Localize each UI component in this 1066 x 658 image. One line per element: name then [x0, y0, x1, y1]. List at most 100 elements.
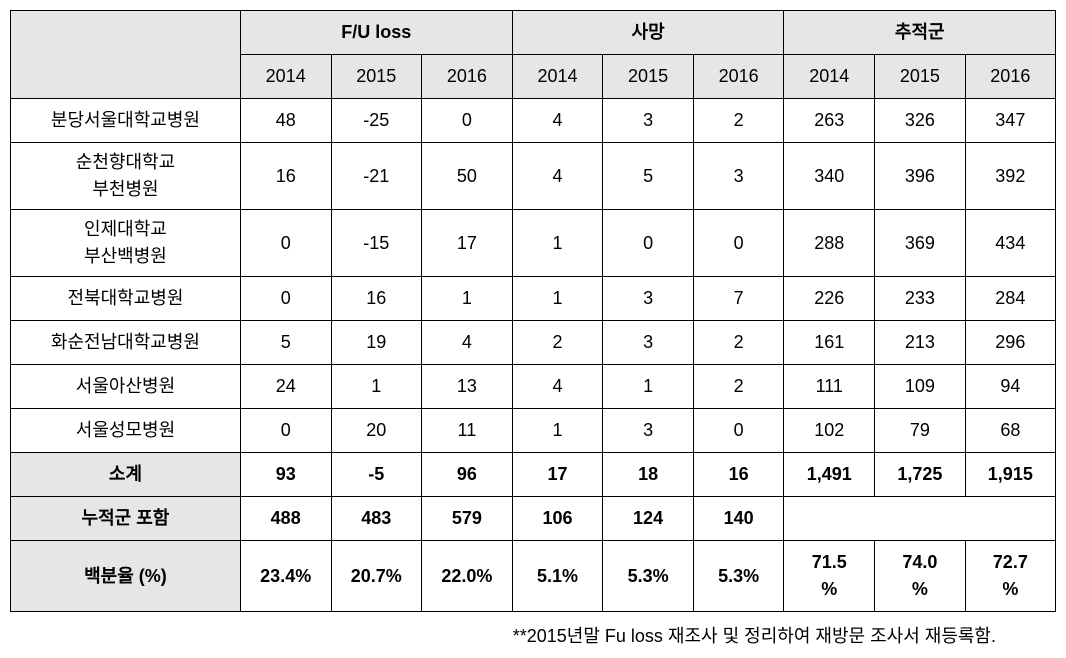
- row-label: 인제대학교부산백병원: [11, 210, 241, 277]
- year-header: 2016: [422, 55, 513, 99]
- table-cell: 0: [693, 210, 784, 277]
- table-cell: 16: [240, 143, 331, 210]
- table-cell: 263: [784, 99, 875, 143]
- table-cell: 93: [240, 453, 331, 497]
- table-cell: 347: [965, 99, 1055, 143]
- row-label: 순천향대학교부천병원: [11, 143, 241, 210]
- table-row: 서울아산병원 24 1 13 4 1 2 111 109 94: [11, 365, 1056, 409]
- table-cell: 79: [875, 409, 966, 453]
- table-cell: 1,725: [875, 453, 966, 497]
- table-cell: 0: [240, 277, 331, 321]
- table-cell: 68: [965, 409, 1055, 453]
- corner-cell: [11, 11, 241, 99]
- table-cell: 3: [693, 143, 784, 210]
- table-cell: 94: [965, 365, 1055, 409]
- table-cell: 111: [784, 365, 875, 409]
- table-cell: 392: [965, 143, 1055, 210]
- table-cell: 5.3%: [603, 541, 694, 612]
- table-cell: 20: [331, 409, 422, 453]
- table-cell: 288: [784, 210, 875, 277]
- table-cell: 20.7%: [331, 541, 422, 612]
- table-cell: 18: [603, 453, 694, 497]
- table-cell: 50: [422, 143, 513, 210]
- table-cell: 161: [784, 321, 875, 365]
- table-cell: 1: [512, 210, 603, 277]
- table-cell: 326: [875, 99, 966, 143]
- table-row: 서울성모병원 0 20 11 1 3 0 102 79 68: [11, 409, 1056, 453]
- year-header: 2016: [693, 55, 784, 99]
- table-row: 분당서울대학교병원 48 -25 0 4 3 2 263 326 347: [11, 99, 1056, 143]
- table-cell: 7: [693, 277, 784, 321]
- subtotal-label: 소계: [11, 453, 241, 497]
- table-cell: 434: [965, 210, 1055, 277]
- table-cell: 109: [875, 365, 966, 409]
- table-cell: 5: [240, 321, 331, 365]
- table-body: 분당서울대학교병원 48 -25 0 4 3 2 263 326 347 순천향…: [11, 99, 1056, 612]
- row-label: 분당서울대학교병원: [11, 99, 241, 143]
- group-header-followup: 추적군: [784, 11, 1056, 55]
- table-cell: 1: [331, 365, 422, 409]
- table-cell: 3: [603, 409, 694, 453]
- table-cell: 296: [965, 321, 1055, 365]
- table-cell: 3: [603, 321, 694, 365]
- table-cell: 3: [603, 99, 694, 143]
- year-header: 2015: [603, 55, 694, 99]
- table-header: F/U loss 사망 추적군 2014 2015 2016 2014 2015…: [11, 11, 1056, 99]
- table-cell: -15: [331, 210, 422, 277]
- group-header-death: 사망: [512, 11, 784, 55]
- table-cell: 140: [693, 497, 784, 541]
- table-cell: 5.3%: [693, 541, 784, 612]
- table-cell: 1,915: [965, 453, 1055, 497]
- year-header: 2015: [331, 55, 422, 99]
- table-cell: 369: [875, 210, 966, 277]
- table-cell: 124: [603, 497, 694, 541]
- table-cell: 2: [693, 365, 784, 409]
- table-cell: 284: [965, 277, 1055, 321]
- table-cell: 5.1%: [512, 541, 603, 612]
- table-cell: 102: [784, 409, 875, 453]
- row-label: 서울성모병원: [11, 409, 241, 453]
- table-cell: -5: [331, 453, 422, 497]
- table-cell: -25: [331, 99, 422, 143]
- table-cell: 2: [693, 99, 784, 143]
- group-header-fuloss: F/U loss: [240, 11, 512, 55]
- year-header: 2014: [240, 55, 331, 99]
- table-cell: 16: [331, 277, 422, 321]
- table-cell: 579: [422, 497, 513, 541]
- table-cell: 0: [693, 409, 784, 453]
- cumulative-row: 누적군 포함 488 483 579 106 124 140: [11, 497, 1056, 541]
- table-cell: 72.7%: [965, 541, 1055, 612]
- row-label: 전북대학교병원: [11, 277, 241, 321]
- table-cell: 483: [331, 497, 422, 541]
- table-cell: 2: [693, 321, 784, 365]
- table-cell: 1,491: [784, 453, 875, 497]
- empty-cell: [784, 497, 1056, 541]
- table-cell: 233: [875, 277, 966, 321]
- table-cell: 17: [512, 453, 603, 497]
- table-cell: 1: [512, 409, 603, 453]
- subtotal-row: 소계 93 -5 96 17 18 16 1,491 1,725 1,915: [11, 453, 1056, 497]
- percentage-row: 백분율 (%) 23.4% 20.7% 22.0% 5.1% 5.3% 5.3%…: [11, 541, 1056, 612]
- table-cell: 17: [422, 210, 513, 277]
- table-cell: 488: [240, 497, 331, 541]
- cumulative-label: 누적군 포함: [11, 497, 241, 541]
- table-cell: 71.5%: [784, 541, 875, 612]
- table-cell: 4: [422, 321, 513, 365]
- year-header: 2015: [875, 55, 966, 99]
- table-cell: 22.0%: [422, 541, 513, 612]
- table-cell: 213: [875, 321, 966, 365]
- table-cell: 4: [512, 99, 603, 143]
- table-cell: 396: [875, 143, 966, 210]
- table-cell: -21: [331, 143, 422, 210]
- table-cell: 4: [512, 365, 603, 409]
- table-cell: 48: [240, 99, 331, 143]
- table-cell: 1: [603, 365, 694, 409]
- table-cell: 24: [240, 365, 331, 409]
- table-row: 화순전남대학교병원 5 19 4 2 3 2 161 213 296: [11, 321, 1056, 365]
- table-cell: 5: [603, 143, 694, 210]
- table-cell: 0: [603, 210, 694, 277]
- table-cell: 11: [422, 409, 513, 453]
- table-row: 순천향대학교부천병원 16 -21 50 4 5 3 340 396 392: [11, 143, 1056, 210]
- table-cell: 106: [512, 497, 603, 541]
- table-cell: 13: [422, 365, 513, 409]
